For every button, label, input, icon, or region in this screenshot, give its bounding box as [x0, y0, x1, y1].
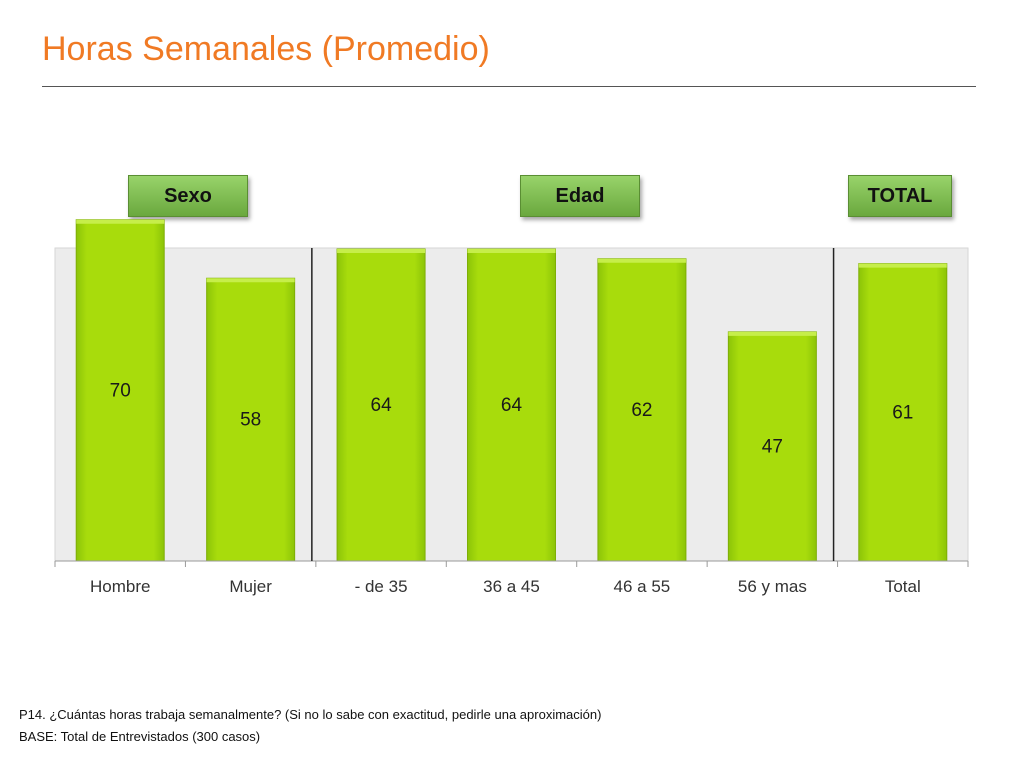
bar-highlight-de-35 [337, 249, 426, 253]
base-note: BASE: Total de Entrevistados (300 casos) [19, 729, 261, 744]
x-tick-label-mujer: Mujer [229, 577, 272, 596]
x-tick-label-56-y-mas: 56 y mas [738, 577, 807, 596]
data-label-36-a-45: 64 [501, 395, 523, 416]
bar-mujer [206, 277, 296, 562]
data-label-56-y-mas: 47 [762, 436, 783, 457]
x-tick-label-total: Total [885, 577, 921, 596]
bar-highlight-46-a-55 [597, 258, 686, 263]
data-label-46-a-55: 62 [631, 400, 652, 421]
bar-total [858, 263, 948, 562]
x-tick-label-36-a-45: 36 a 45 [483, 577, 540, 596]
question-note: P14. ¿Cuántas horas trabaja semanalmente… [19, 707, 602, 722]
data-label-de-35: 64 [371, 395, 393, 416]
bar-56-y-mas [727, 331, 817, 562]
group-label-total: TOTAL [848, 175, 952, 217]
bar-36-a-45 [467, 248, 556, 562]
bar-hombre [75, 219, 165, 562]
bar-highlight-36-a-45 [467, 249, 556, 253]
bar-highlight-56-y-mas [728, 331, 817, 336]
group-label-sexo: Sexo [128, 175, 248, 217]
page-title: Horas Semanales (Promedio) [42, 30, 490, 68]
title-divider [42, 86, 976, 87]
bar-de-35 [336, 248, 426, 562]
x-tick-label-de-35: - de 35 [355, 577, 408, 596]
footnotes: P14. ¿Cuántas horas trabaja semanalmente… [19, 704, 601, 748]
bar-highlight-total [858, 263, 947, 268]
data-label-mujer: 58 [240, 410, 261, 431]
data-label-hombre: 70 [110, 380, 131, 401]
x-tick-label-hombre: Hombre [90, 577, 150, 596]
bar-highlight-hombre [76, 219, 165, 224]
group-label-edad: Edad [520, 175, 640, 217]
data-label-total: 61 [892, 402, 913, 423]
x-tick-label-46-a-55: 46 a 55 [614, 577, 671, 596]
bar-highlight-mujer [206, 278, 295, 283]
